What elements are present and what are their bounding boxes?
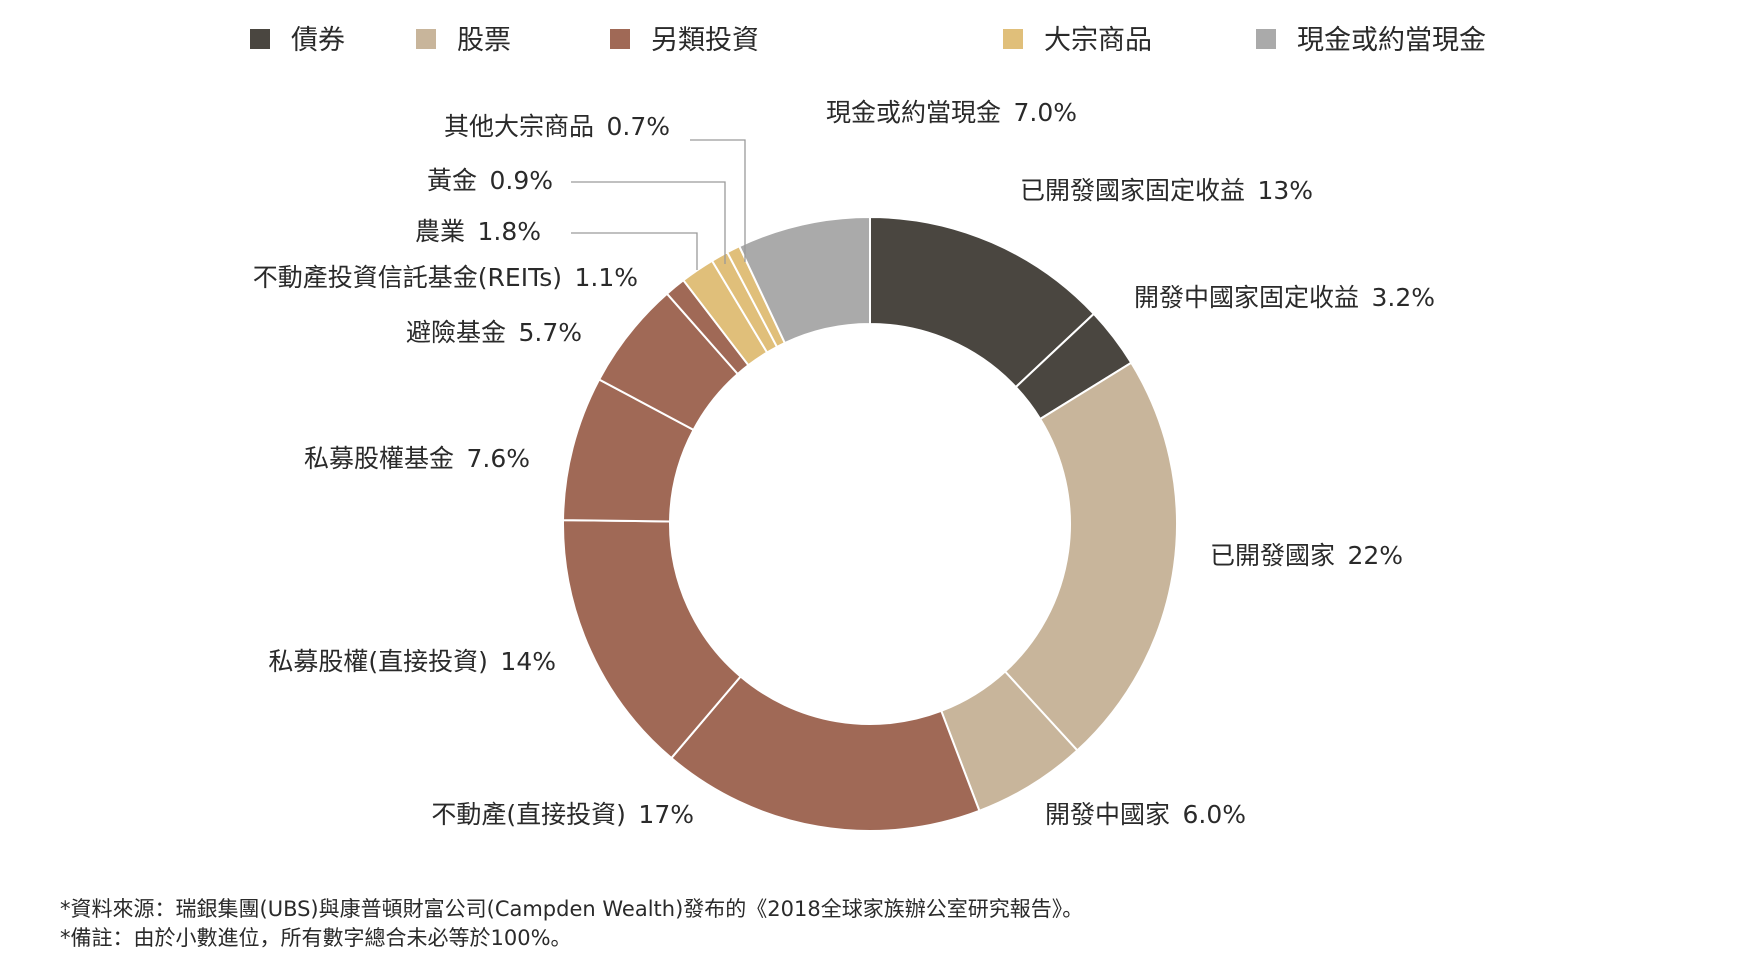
legend-swatch-2 [610, 29, 630, 49]
slice-label-6: 私募股權基金 7.6% [304, 444, 530, 473]
donut-slices [562, 215, 1179, 832]
leader-line-9 [571, 232, 698, 270]
slice-label-12: 現金或約當現金 7.0% [826, 98, 1077, 127]
slice-label-1: 開發中國家固定收益 3.2% [1134, 283, 1435, 312]
legend-swatch-1 [416, 29, 436, 49]
legend-swatch-3 [1003, 29, 1023, 49]
slice-label-5: 私募股權(直接投資) 14% [268, 647, 556, 676]
leader-line-10 [571, 181, 726, 264]
source-note: *資料來源：瑞銀集團(UBS)與康普頓財富公司(Campden Wealth)發… [60, 897, 1084, 921]
leader-lines [571, 139, 746, 270]
slice-label-4: 不動產(直接投資) 17% [431, 800, 694, 829]
remark-note: *備註：由於小數進位，所有數字總合未必等於100%。 [60, 926, 572, 950]
slice-label-0: 已開發國家固定收益 13% [1020, 176, 1313, 205]
slice-label-10: 黃金 0.9% [427, 166, 553, 195]
donut-chart: 債券 股票 另類投資 大宗商品 現金或約當現金 已開發國家固定收益 13% 開發中國家固定… [250, 25, 1486, 832]
slice-label-2: 已開發國家 22% [1210, 541, 1403, 570]
chart-legend: 債券 股票 另類投資 大宗商品 現金或約當現金 [250, 25, 1486, 56]
legend-swatch-0 [250, 29, 270, 49]
legend-label-0: 債券 [291, 25, 345, 56]
legend-label-3: 大宗商品 [1044, 25, 1152, 56]
chart-notes: *資料來源：瑞銀集團(UBS)與康普頓財富公司(Campden Wealth)發… [60, 895, 1083, 953]
slice-2 [1003, 361, 1179, 752]
slice-label-9: 農業 1.8% [415, 217, 541, 246]
legend-label-2: 另類投資 [651, 25, 759, 56]
slice-label-7: 避險基金 5.7% [406, 318, 582, 347]
slice-12 [737, 215, 871, 345]
slice-label-8: 不動產投資信託基金(REITs) 1.1% [253, 263, 638, 292]
leader-line-11 [690, 139, 746, 262]
slice-labels: 已開發國家固定收益 13% 開發中國家固定收益 3.2% 已開發國家 22% 開發中國… [253, 98, 1435, 829]
legend-label-4: 現金或約當現金 [1297, 25, 1486, 56]
legend-swatch-4 [1256, 29, 1276, 49]
legend-label-1: 股票 [457, 25, 511, 56]
slice-label-3: 開發中國家 6.0% [1045, 800, 1246, 829]
slice-label-11: 其他大宗商品 0.7% [444, 112, 670, 141]
